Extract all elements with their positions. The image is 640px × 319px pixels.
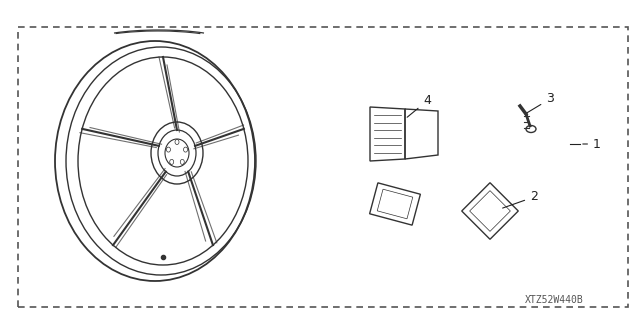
Text: 1: 1 [583, 137, 601, 151]
Text: 2: 2 [502, 190, 538, 208]
Text: 4: 4 [407, 94, 431, 117]
Text: XTZ52W440B: XTZ52W440B [525, 295, 584, 305]
Text: 3: 3 [527, 93, 554, 113]
